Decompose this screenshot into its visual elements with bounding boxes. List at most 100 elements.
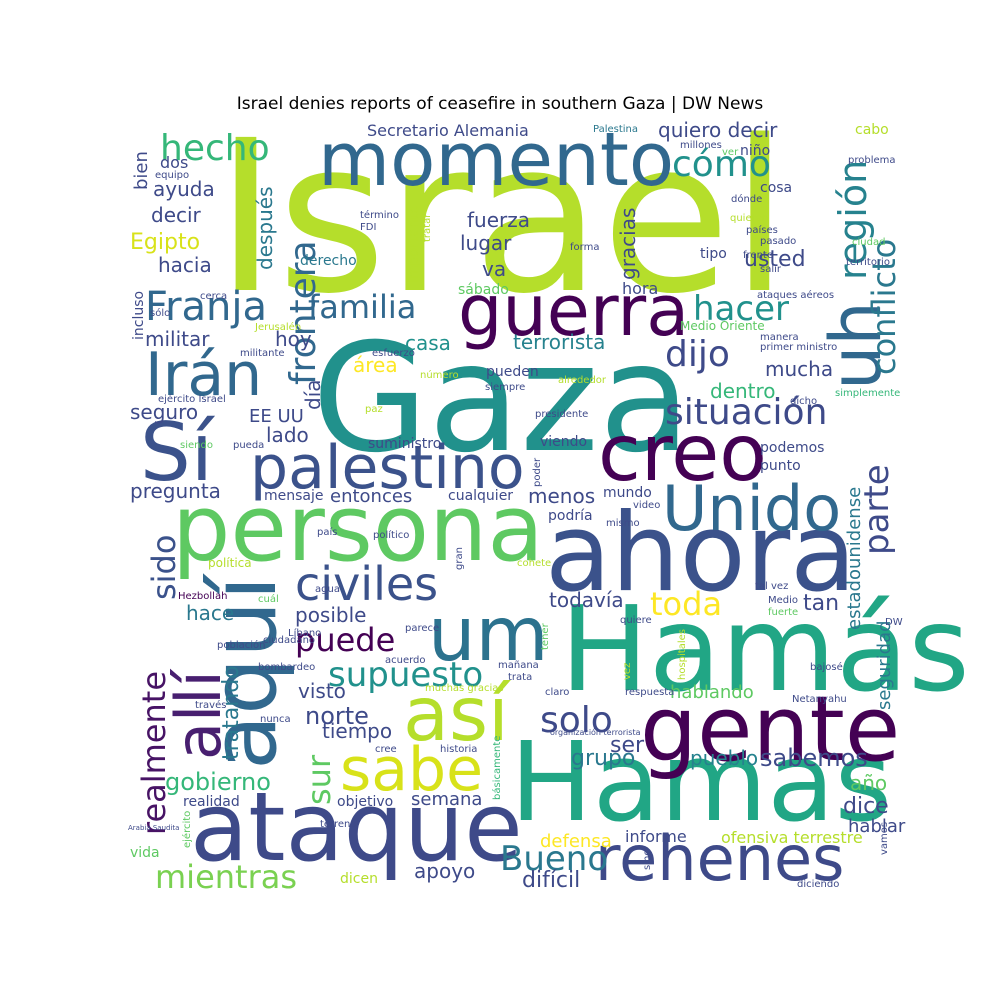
- cloud-word: Jerusalén: [254, 321, 301, 333]
- cloud-word: supuesto: [328, 655, 483, 695]
- cloud-word: ejército Israel: [158, 393, 226, 405]
- cloud-word: Palestina: [593, 124, 638, 135]
- cloud-word: siendo: [180, 440, 213, 451]
- cloud-word: Medio Oriente: [680, 319, 765, 333]
- cloud-word: nunca: [260, 714, 291, 725]
- cloud-word: paz: [365, 404, 383, 415]
- cloud-word: seguro: [130, 400, 198, 424]
- cloud-word: mensaje: [264, 488, 324, 504]
- cloud-word: esfuerzo: [372, 348, 415, 359]
- cloud-word: millones: [680, 140, 722, 151]
- cloud-word: forma: [570, 242, 599, 253]
- cloud-word: tener: [540, 622, 551, 650]
- cloud-word: dijo: [665, 334, 730, 375]
- cloud-word: apoyo: [414, 859, 475, 883]
- cloud-word: lado: [266, 423, 309, 447]
- cloud-word: política: [208, 556, 252, 570]
- cloud-word: respuesta: [625, 687, 674, 698]
- cloud-word: través: [195, 699, 226, 711]
- cloud-word: Líbano: [288, 627, 321, 639]
- cloud-word: mucha: [765, 357, 833, 381]
- cloud-word: fuerte: [768, 607, 798, 618]
- cloud-word: cabo: [855, 122, 889, 138]
- cloud-word: civiles: [295, 557, 438, 611]
- cloud-word: rehenes: [595, 822, 844, 895]
- cloud-word: incluso: [131, 291, 147, 340]
- cloud-word: dice: [843, 794, 889, 819]
- cloud-word: punto: [760, 458, 801, 474]
- cloud-word: cerca: [200, 291, 227, 302]
- cloud-word: día: [301, 379, 325, 410]
- cloud-word: Secretario Alemania: [367, 121, 529, 140]
- cloud-word: ser: [610, 733, 645, 758]
- cloud-word: sino: [642, 850, 653, 870]
- cloud-word: podría: [548, 508, 593, 524]
- cloud-word: dos: [160, 153, 188, 172]
- cloud-word: ciudadano: [263, 635, 315, 646]
- cloud-word: frontera: [283, 240, 324, 385]
- cloud-word: cómo: [672, 144, 771, 185]
- cloud-word: Irán: [145, 340, 262, 410]
- cloud-word: estadounidense: [844, 487, 865, 630]
- cloud-word: cohete: [517, 558, 551, 569]
- cloud-word: pregunta: [130, 479, 221, 503]
- cloud-word: dentro: [710, 379, 776, 403]
- cloud-word: Arabia Saudita: [128, 824, 179, 832]
- cloud-word: importante: [406, 205, 422, 283]
- cloud-word: familia: [308, 288, 416, 326]
- cloud-word: tiempo: [322, 719, 392, 743]
- cloud-word: salir: [760, 264, 782, 275]
- cloud-word: dicen: [340, 871, 378, 887]
- cloud-word: conflicto: [865, 239, 903, 375]
- cloud-word: pueden: [486, 364, 539, 380]
- cloud-word: solo: [540, 700, 613, 741]
- cloud-word: objetivo: [337, 794, 393, 810]
- cloud-word: uh: [815, 301, 897, 390]
- cloud-word: vamos: [879, 822, 890, 855]
- cloud-word: hora: [622, 279, 658, 298]
- cloud-word: cuál: [258, 593, 279, 605]
- cloud-word: podemos: [760, 440, 824, 456]
- cloud-word: cosa: [760, 180, 792, 196]
- cloud-word: FDI: [360, 222, 376, 233]
- cloud-word: hoy: [275, 327, 312, 351]
- cloud-word: casa: [405, 331, 451, 355]
- cloud-word: informe: [625, 827, 687, 846]
- cloud-word: ofensiva terrestre: [721, 828, 863, 847]
- cloud-word: video: [633, 500, 660, 511]
- cloud-word: tratar: [422, 213, 433, 242]
- cloud-word: área: [353, 353, 398, 377]
- cloud-word: vida: [130, 845, 160, 861]
- cloud-word: allí: [162, 669, 235, 760]
- chart-title: Israel denies reports of ceasefire in so…: [236, 94, 764, 114]
- cloud-word: sur: [300, 754, 338, 805]
- cloud-word: país: [317, 526, 337, 538]
- cloud-word: población: [217, 639, 265, 651]
- cloud-word: va: [482, 257, 506, 281]
- cloud-word: Medio: [768, 595, 798, 606]
- cloud-word: suministro: [368, 436, 441, 452]
- cloud-word: menos: [528, 484, 595, 508]
- cloud-word: básicamente: [491, 736, 503, 800]
- cloud-word: lugar: [460, 231, 512, 255]
- cloud-word: situación: [665, 392, 827, 433]
- cloud-word: bien: [131, 151, 152, 190]
- cloud-word: número: [420, 369, 459, 381]
- cloud-word: momento: [318, 117, 674, 203]
- cloud-word: palestino: [250, 433, 525, 503]
- cloud-word: acuerdo: [385, 655, 426, 666]
- cloud-word: defensa: [540, 831, 612, 852]
- cloud-word: hablar: [848, 816, 906, 837]
- cloud-word: tal vez: [755, 581, 788, 592]
- cloud-word: Franja: [145, 284, 267, 330]
- cloud-word: gran: [454, 547, 465, 570]
- cloud-word: tan: [803, 591, 839, 616]
- cloud-word: tratando: [219, 665, 244, 760]
- cloud-word: decir: [151, 203, 202, 227]
- cloud-word: derecho: [300, 253, 357, 269]
- cloud-word: ataque: [190, 773, 523, 883]
- cloud-word: difícil: [522, 868, 580, 893]
- cloud-word: creo: [598, 409, 767, 499]
- cloud-word: posible: [295, 603, 366, 627]
- cloud-word: organización terrorista: [550, 727, 641, 737]
